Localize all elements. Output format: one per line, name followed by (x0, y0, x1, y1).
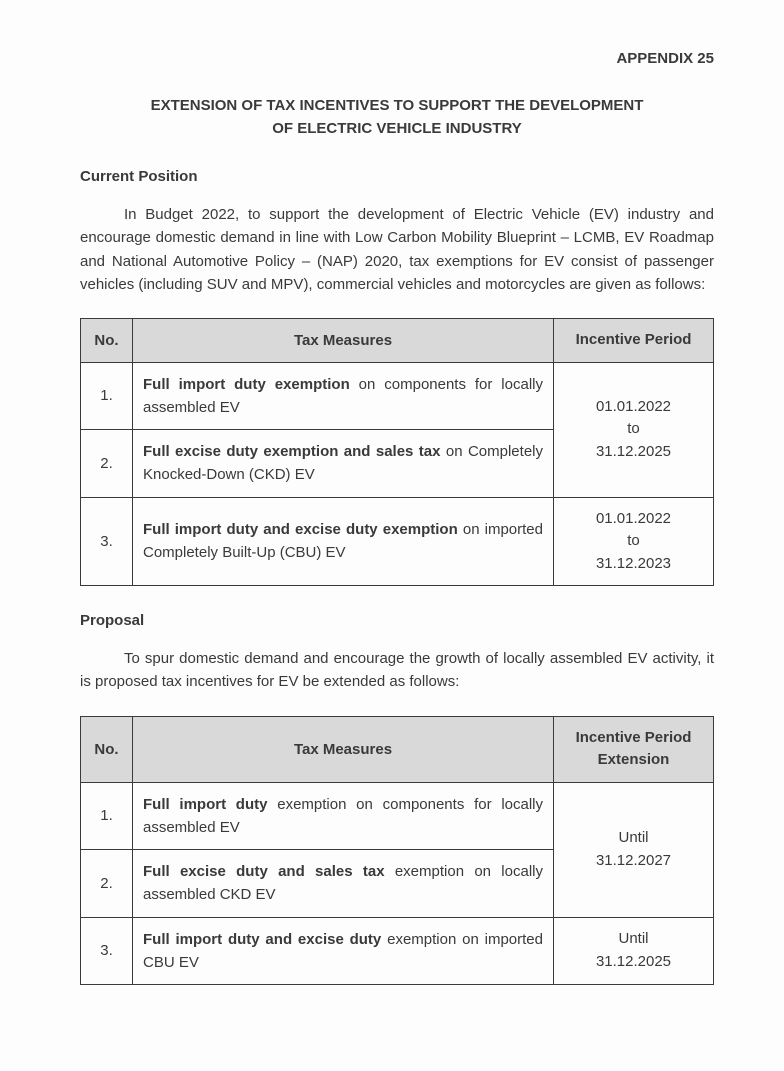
measure-bold: Full import duty and excise duty exempti… (143, 521, 458, 538)
row-no: 1. (81, 362, 133, 430)
row-period: Until 31.12.2027 (554, 782, 714, 917)
table-row: 3. Full import duty and excise duty exem… (81, 917, 714, 985)
row-measure: Full import duty exemption on components… (133, 362, 554, 430)
table-row: 1. Full import duty exemption on compone… (81, 362, 714, 430)
proposal-table: No. Tax Measures Incentive Period Extens… (80, 716, 714, 986)
document-page: APPENDIX 25 EXTENSION OF TAX INCENTIVES … (0, 0, 784, 1071)
row-measure: Full import duty exemption on components… (133, 782, 554, 850)
header-incentive-period: Incentive Period (554, 319, 714, 363)
header-line: Extension (598, 751, 670, 768)
appendix-label: APPENDIX 25 (80, 50, 714, 67)
current-position-table: No. Tax Measures Incentive Period 1. Ful… (80, 318, 714, 586)
title-line-1: EXTENSION OF TAX INCENTIVES TO SUPPORT T… (151, 97, 644, 114)
measure-bold: Full import duty and excise duty (143, 931, 381, 948)
row-period: 01.01.2022 to 31.12.2023 (554, 497, 714, 586)
row-measure: Full import duty and excise duty exempti… (133, 497, 554, 586)
header-incentive-period-extension: Incentive Period Extension (554, 716, 714, 782)
header-tax-measures: Tax Measures (133, 716, 554, 782)
period-line: Until (618, 829, 648, 846)
row-measure: Full excise duty and sales tax exemption… (133, 850, 554, 918)
period-line: 31.12.2027 (596, 852, 671, 869)
table-row: 1. Full import duty exemption on compone… (81, 782, 714, 850)
table-header-row: No. Tax Measures Incentive Period (81, 319, 714, 363)
row-no: 1. (81, 782, 133, 850)
row-no: 3. (81, 497, 133, 586)
row-no: 3. (81, 917, 133, 985)
section-heading-current-position: Current Position (80, 168, 714, 185)
period-line: 31.12.2023 (596, 555, 671, 572)
measure-bold: Full import duty (143, 796, 267, 813)
measure-bold: Full excise duty and sales tax (143, 863, 385, 880)
period-line: 01.01.2022 (596, 510, 671, 527)
measure-bold: Full import duty exemption (143, 376, 350, 393)
period-line: to (627, 420, 640, 437)
row-measure: Full import duty and excise duty exempti… (133, 917, 554, 985)
proposal-paragraph: To spur domestic demand and encourage th… (80, 647, 714, 694)
row-no: 2. (81, 850, 133, 918)
header-no: No. (81, 716, 133, 782)
table-row: 3. Full import duty and excise duty exem… (81, 497, 714, 586)
period-line: 31.12.2025 (596, 443, 671, 460)
header-line: Incentive Period (576, 729, 692, 746)
period-line: to (627, 532, 640, 549)
document-title: EXTENSION OF TAX INCENTIVES TO SUPPORT T… (80, 95, 714, 140)
section-heading-proposal: Proposal (80, 612, 714, 629)
table-header-row: No. Tax Measures Incentive Period Extens… (81, 716, 714, 782)
row-period: Until 31.12.2025 (554, 917, 714, 985)
period-line: 01.01.2022 (596, 398, 671, 415)
period-line: 31.12.2025 (596, 953, 671, 970)
period-line: Until (618, 930, 648, 947)
header-no: No. (81, 319, 133, 363)
header-tax-measures: Tax Measures (133, 319, 554, 363)
current-position-paragraph: In Budget 2022, to support the developme… (80, 203, 714, 296)
row-period: 01.01.2022 to 31.12.2025 (554, 362, 714, 497)
row-measure: Full excise duty exemption and sales tax… (133, 430, 554, 498)
title-line-2: OF ELECTRIC VEHICLE INDUSTRY (272, 120, 521, 137)
row-no: 2. (81, 430, 133, 498)
measure-bold: Full excise duty exemption and sales tax (143, 443, 440, 460)
